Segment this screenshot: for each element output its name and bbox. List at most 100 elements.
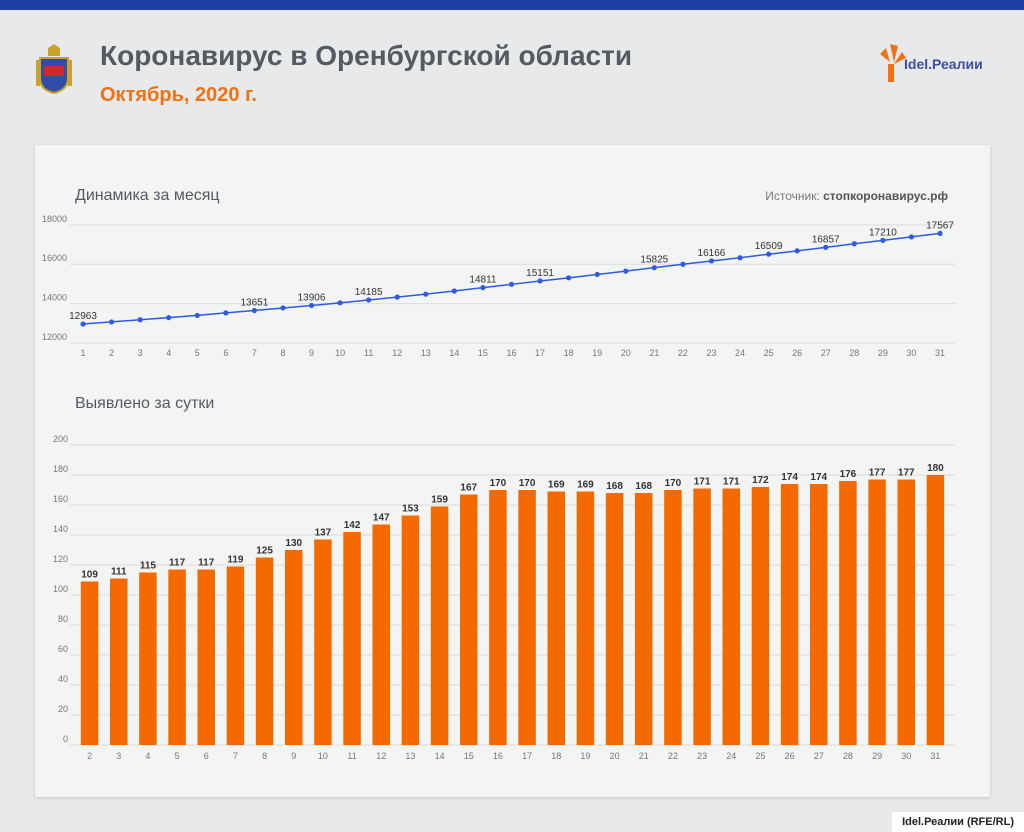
line-point — [337, 300, 343, 306]
bar-data-label: 168 — [635, 481, 652, 492]
bar-x-tick-label: 22 — [668, 751, 678, 761]
bar-data-label: 180 — [927, 463, 944, 474]
line-point — [851, 241, 857, 247]
footer-credit: Idel.Реалии (RFE/RL) — [892, 812, 1024, 832]
bar-data-label: 168 — [606, 481, 623, 492]
line-x-tick-label: 5 — [195, 348, 200, 358]
line-x-tick-label: 22 — [678, 348, 688, 358]
line-point — [223, 310, 229, 316]
line-chart-title: Динамика за месяц — [75, 187, 220, 204]
chart-card: Динамика за месяц Источник: стопкоронави… — [35, 145, 990, 797]
bar — [197, 569, 215, 745]
line-series — [82, 232, 941, 325]
line-x-tick-label: 27 — [821, 348, 831, 358]
line-data-label: 17210 — [869, 227, 897, 238]
bar-data-label: 174 — [781, 472, 798, 483]
bar-x-tick-label: 29 — [872, 751, 882, 761]
bar-y-tick-label: 40 — [58, 674, 68, 684]
line-y-tick-label: 18000 — [42, 214, 67, 224]
line-x-tick-label: 21 — [649, 348, 659, 358]
bar — [693, 488, 711, 745]
line-point — [394, 294, 400, 300]
bar-x-tick-label: 26 — [785, 751, 795, 761]
bar-x-tick-label: 2 — [87, 751, 92, 761]
line-x-tick-label: 3 — [138, 348, 143, 358]
bar-data-label: 169 — [577, 480, 594, 491]
line-x-tick-label: 14 — [449, 348, 459, 358]
bar-data-label: 171 — [694, 477, 711, 488]
bar-data-label: 170 — [665, 478, 682, 489]
bar-chart: 0204060801001201401601802001092111311541… — [53, 434, 955, 761]
bar-x-tick-label: 17 — [522, 751, 532, 761]
line-point — [680, 261, 686, 267]
bar — [635, 493, 653, 745]
line-x-tick-label: 24 — [735, 348, 745, 358]
bar-x-tick-label: 24 — [726, 751, 736, 761]
bar-x-tick-label: 27 — [814, 751, 824, 761]
bar — [897, 479, 915, 745]
line-data-label: 13651 — [240, 297, 268, 308]
line-x-tick-label: 19 — [592, 348, 602, 358]
line-x-tick-label: 11 — [364, 348, 373, 358]
line-point — [708, 258, 715, 264]
coat-of-arms-icon — [36, 44, 72, 94]
line-point — [251, 307, 257, 314]
bar — [780, 484, 799, 745]
bar — [430, 506, 449, 745]
bar-data-label: 119 — [227, 555, 244, 566]
line-point — [651, 265, 657, 271]
line-x-tick-label: 13 — [421, 348, 431, 358]
bar-data-label: 147 — [373, 513, 390, 524]
bar-data-label: 177 — [869, 468, 886, 479]
bar-y-tick-label: 60 — [58, 644, 68, 654]
bar-x-tick-label: 3 — [116, 751, 121, 761]
idel-realii-logo-icon — [880, 44, 906, 82]
line-point — [194, 312, 200, 319]
line-point — [594, 271, 600, 278]
line-x-tick-label: 10 — [335, 348, 345, 358]
line-point — [80, 321, 86, 327]
bar — [926, 475, 945, 745]
bar — [576, 491, 595, 745]
bar — [139, 572, 157, 745]
bar-x-tick-label: 10 — [318, 751, 328, 761]
line-x-tick-label: 29 — [878, 348, 888, 358]
bar — [314, 539, 332, 745]
line-x-tick-label: 2 — [109, 348, 114, 358]
line-x-tick-label: 15 — [478, 348, 488, 358]
line-point — [480, 285, 486, 291]
line-data-label: 16509 — [755, 241, 783, 252]
line-x-tick-label: 8 — [280, 348, 285, 358]
line-point — [794, 248, 800, 254]
bar-data-label: 111 — [111, 567, 127, 578]
line-y-tick-label: 14000 — [42, 293, 67, 303]
page-title: Коронавирус в Оренбургской области — [100, 40, 633, 71]
line-x-tick-label: 18 — [564, 348, 574, 358]
bar-x-tick-label: 15 — [464, 751, 474, 761]
bar-data-label: 176 — [840, 469, 857, 480]
bar — [664, 490, 682, 745]
bar-x-tick-label: 25 — [755, 751, 765, 761]
line-data-label: 12963 — [69, 311, 97, 322]
bar-x-tick-label: 23 — [697, 751, 707, 761]
bar-x-tick-label: 4 — [145, 751, 150, 761]
bar-data-label: 159 — [431, 495, 448, 506]
top-accent-bar — [0, 0, 1024, 10]
bar-x-tick-label: 11 — [347, 751, 356, 761]
line-x-tick-label: 16 — [506, 348, 516, 358]
bar — [168, 569, 186, 745]
bar-y-tick-label: 100 — [53, 584, 68, 594]
bar-y-tick-label: 160 — [53, 494, 68, 504]
line-point — [166, 314, 172, 321]
line-x-tick-label: 25 — [764, 348, 774, 358]
bar-y-tick-label: 140 — [53, 524, 68, 534]
bar-x-tick-label: 28 — [843, 751, 853, 761]
line-point — [623, 268, 629, 274]
bar-data-label: 109 — [81, 570, 98, 581]
line-point — [880, 237, 886, 244]
bar-x-tick-label: 7 — [233, 751, 238, 761]
bar-data-label: 125 — [256, 546, 273, 557]
bar-y-tick-label: 120 — [53, 554, 68, 564]
bar — [839, 481, 857, 745]
